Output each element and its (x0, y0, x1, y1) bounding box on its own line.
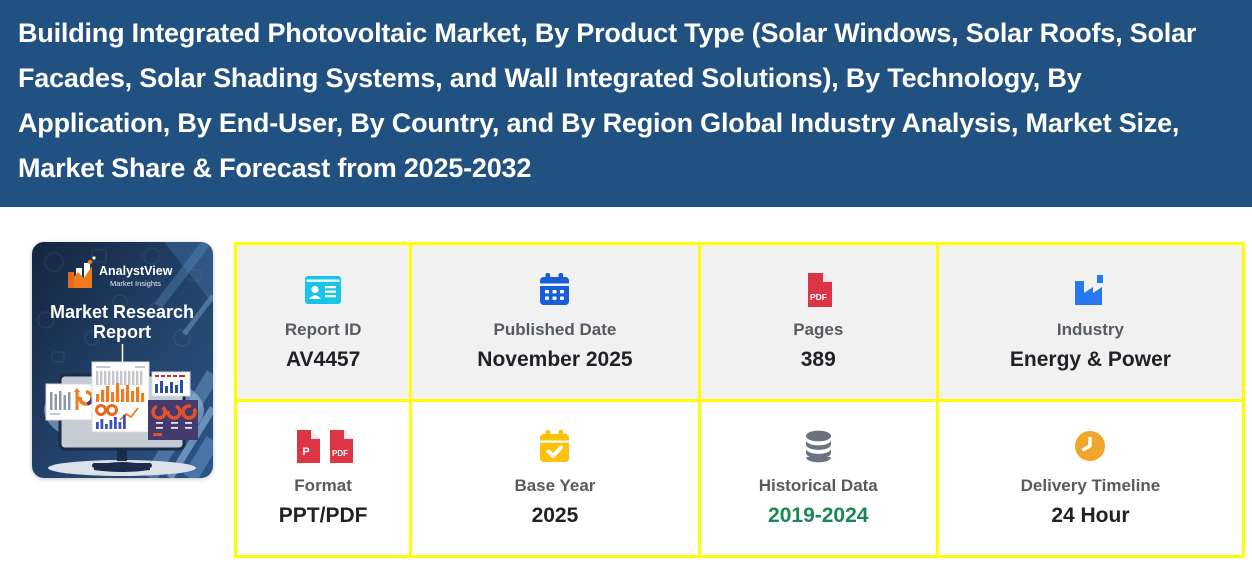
meta-value: November 2025 (477, 347, 633, 371)
chart-doc-left (45, 383, 95, 421)
cover-caption: Market Research Report (50, 302, 194, 342)
cover-illustration: AnalystView Market Insights Market Resea… (32, 242, 213, 478)
meta-cell-historical-data: Historical Data 2019-2024 (700, 401, 936, 555)
meta-label: Format (294, 476, 352, 496)
page-title: Building Integrated Photovoltaic Market,… (18, 18, 1197, 183)
meta-cell-delivery-timeline: Delivery Timeline 24 Hour (938, 401, 1242, 555)
cover-pattern (37, 247, 202, 363)
meta-cell-format: P PDF Format PPT/PDF (237, 401, 410, 555)
report-summary-section: AnalystView Market Insights Market Resea… (0, 207, 1252, 558)
chart-doc-right (151, 371, 191, 397)
report-meta-grid: Report ID AV4457 Published Date November… (234, 242, 1245, 558)
meta-cell-report-id: Report ID AV4457 (237, 245, 410, 399)
meta-value: 24 Hour (1051, 504, 1130, 528)
calendar-check-icon (539, 428, 570, 464)
id-card-icon (305, 272, 342, 308)
meta-cell-industry: Industry Energy & Power (938, 245, 1242, 399)
svg-text:PDF: PDF (332, 449, 348, 458)
meta-value: 2019-2024 (768, 504, 869, 528)
factory-icon (1073, 272, 1107, 308)
meta-value: Energy & Power (1009, 347, 1171, 371)
analystview-logo: AnalystView Market Insights (68, 256, 173, 288)
meta-cell-published-date: Published Date November 2025 (412, 245, 698, 399)
cover-caption-line1: Market Research (50, 302, 194, 322)
database-icon (803, 428, 834, 464)
chart-doc-center (91, 361, 150, 433)
meta-label: Industry (1056, 319, 1124, 339)
brand-tagline-text: Market Insights (110, 279, 161, 288)
pdf-file-icon: PDF (329, 429, 353, 463)
svg-text:PDF: PDF (810, 292, 827, 302)
brand-name-text: AnalystView (99, 264, 173, 278)
ppt-file-icon: P (296, 429, 320, 463)
meta-value: 389 (800, 347, 836, 371)
ppt-pdf-file-icons: P PDF (294, 428, 353, 464)
meta-value: 2025 (531, 504, 579, 528)
meta-label: Historical Data (758, 476, 878, 496)
meta-label: Delivery Timeline (1020, 476, 1161, 496)
cover-caption-line2: Report (93, 322, 151, 342)
meta-label: Base Year (514, 476, 596, 496)
meta-cell-pages: PDF Pages 389 (700, 245, 936, 399)
pdf-file-icon: PDF (805, 272, 832, 308)
meta-label: Report ID (284, 319, 362, 339)
svg-text:P: P (302, 446, 309, 458)
calendar-icon (539, 272, 570, 308)
meta-value: PPT/PDF (278, 504, 368, 528)
meta-cell-base-year: Base Year 2025 (412, 401, 698, 555)
meta-value: AV4457 (285, 347, 361, 371)
report-title-banner: Building Integrated Photovoltaic Market,… (0, 0, 1252, 207)
meta-label: Pages (793, 319, 844, 339)
report-cover-image: AnalystView Market Insights Market Resea… (32, 242, 213, 478)
clock-icon (1074, 428, 1106, 464)
chart-panel-purple (148, 400, 198, 440)
meta-label: Published Date (493, 319, 617, 339)
